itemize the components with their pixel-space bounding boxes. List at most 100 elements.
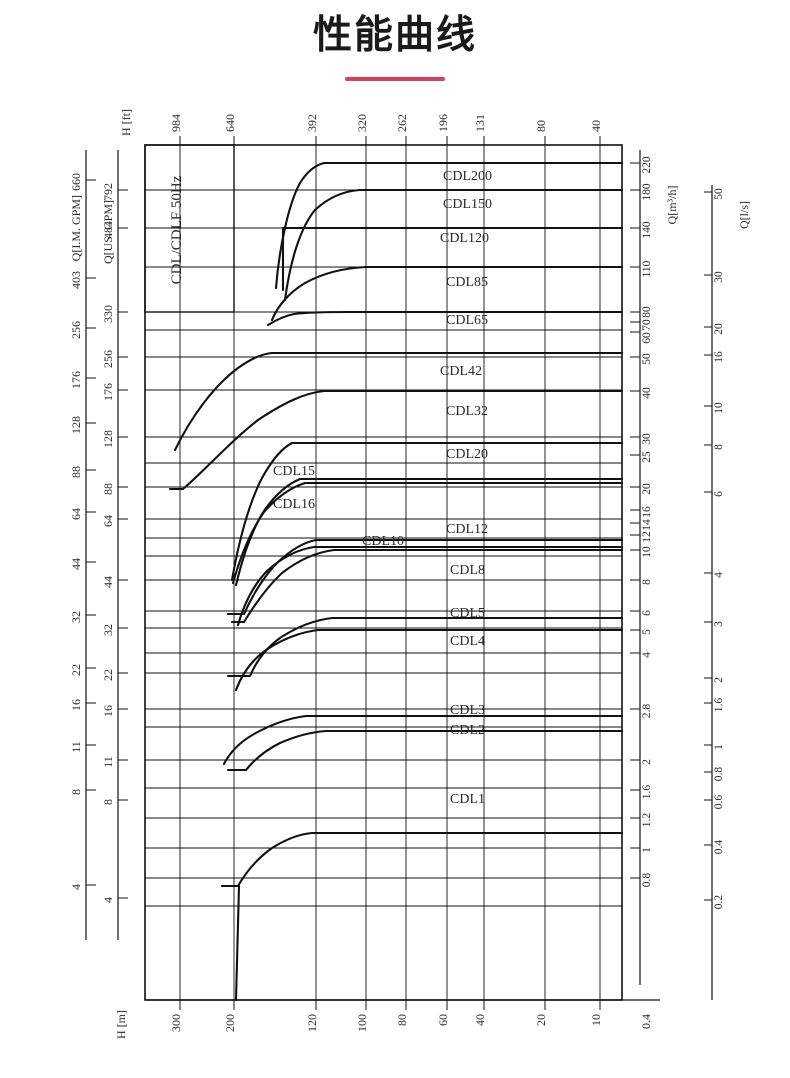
axis-right-m3h-tick: 2 <box>641 759 653 765</box>
horizontal-gridlines <box>145 189 622 907</box>
axis-right-ls-tick: 4 <box>713 572 725 578</box>
axis-left-us-gpm-tick: 32 <box>101 624 115 636</box>
axis-top-tick: 196 <box>436 114 450 132</box>
axis-right-ls-tick: 2 <box>713 677 725 683</box>
axis-left-us-gpm-label: Q[US. GPM] <box>101 200 115 264</box>
axis-right-m3h-tick: 220 <box>641 156 653 174</box>
axis-right-m3h-tick: 50 <box>641 353 653 365</box>
curve-cdl20 <box>230 441 624 582</box>
axis-top-h-ft: H [ft] 984 640 392 320 262 196 131 80 40 <box>119 109 603 145</box>
curve-label-cdl16: CDL16 <box>273 497 315 512</box>
axis-right-m3h-tick: 16 <box>641 506 653 518</box>
axis-right-m3h-tick: 70 <box>641 319 653 331</box>
curve-label-cdl85: CDL85 <box>446 275 488 290</box>
curve-labels: CDL200 CDL150 CDL120 CDL85 CDL65 CDL42 C… <box>273 169 492 807</box>
curve-label-cdl42: CDL42 <box>440 364 482 379</box>
axis-bottom-tick: 100 <box>355 1014 369 1032</box>
curve-label-cdl150: CDL150 <box>443 197 492 212</box>
curve-label-cdl3: CDL3 <box>450 703 485 718</box>
curve-label-cdl1: CDL1 <box>450 792 485 807</box>
axis-left-im-gpm-tick: 403 <box>69 271 83 289</box>
axis-right-m3h-tick: 4 <box>641 652 653 658</box>
axis-left-im-gpm: Q[I.M. GPM] 660 403 256 176 128 88 64 44… <box>69 150 96 940</box>
legend-box: CDL/CDLF 50Hz <box>144 144 235 313</box>
curve-cdl16 <box>231 481 624 585</box>
axis-top-tick: 640 <box>223 114 237 132</box>
curve-label-cdl65: CDL65 <box>446 313 488 328</box>
axis-bottom-tick: 120 <box>305 1014 319 1032</box>
curve-label-cdl200: CDL200 <box>443 169 492 184</box>
curve-label-cdl120: CDL120 <box>440 231 489 246</box>
axis-right-ls-tick: 50 <box>713 188 725 200</box>
axis-left-us-gpm-tick: 88 <box>101 483 115 495</box>
axis-left-us-gpm: Q[US. GPM] 792 484 330 256 176 128 88 64… <box>101 150 128 940</box>
axis-top-tick: 320 <box>355 114 369 132</box>
axis-right-ls-tick: 8 <box>713 444 725 450</box>
axis-right-m3h-tick: 1.2 <box>641 813 653 828</box>
axis-left-us-gpm-tick: 484 <box>101 221 115 239</box>
curve-label-cdl15: CDL15 <box>273 464 315 479</box>
axis-left-im-gpm-tick: 11 <box>69 741 83 753</box>
axis-top-tick: 984 <box>169 114 183 132</box>
axis-left-im-gpm-tick: 176 <box>69 371 83 389</box>
curve-label-cdl12: CDL12 <box>446 522 488 537</box>
axis-right-m3h-tick: 180 <box>641 183 653 201</box>
axis-top-tick: 80 <box>534 120 548 132</box>
axis-right-m3h-tick: 110 <box>641 260 653 277</box>
curve-cdl8 <box>230 548 624 624</box>
axis-right-ls-tick: 30 <box>713 271 725 283</box>
axis-left-im-gpm-tick: 660 <box>69 173 83 191</box>
axis-right-m3h-tick: 0.8 <box>641 873 653 888</box>
axis-left-us-gpm-tick: 22 <box>101 669 115 681</box>
axis-right-m3h-tick: 60 <box>641 332 653 344</box>
axis-right-ls-tick: 0.2 <box>713 895 725 910</box>
axis-right-m3h-tick: 12 <box>641 531 653 543</box>
axis-left-im-gpm-tick: 4 <box>69 884 83 890</box>
axis-right-ls-tick: 0.6 <box>713 795 725 810</box>
axis-right-m3h-tick: 1 <box>641 847 653 853</box>
axis-right-m3h-label: Q[m³/h] <box>665 186 679 225</box>
axis-right-m3h-tick: 80 <box>641 306 653 318</box>
axis-right-ls-tick: 1.6 <box>713 698 725 713</box>
axis-right-ls-tick: 0.4 <box>713 840 725 855</box>
axis-top-tick: 392 <box>305 114 319 132</box>
page-title: 性能曲线 <box>312 14 477 57</box>
axis-right-ls: Q[l/s] 50 30 20 16 10 8 6 4 3 2 1.6 1 0.… <box>704 185 751 1000</box>
axis-left-im-gpm-tick: 88 <box>69 466 83 478</box>
axis-left-us-gpm-tick: 44 <box>101 576 115 588</box>
axis-right-ls-tick: 10 <box>713 402 725 414</box>
curve-label-cdl2: CDL2 <box>450 723 485 738</box>
axis-left-im-gpm-label: Q[I.M. GPM] <box>69 195 83 261</box>
axis-bottom-h-m: H [m] 300 200 120 100 80 60 40 20 10 0.4 <box>114 999 660 1039</box>
vertical-gridlines <box>179 145 601 1000</box>
axis-right-m3h-tick: 25 <box>641 451 653 463</box>
curve-label-cdl8: CDL8 <box>450 563 485 578</box>
axis-left-im-gpm-tick: 16 <box>69 699 83 711</box>
axis-bottom-label: H [m] <box>114 1010 128 1039</box>
curve-cdl2 <box>226 729 624 772</box>
curves <box>168 161 624 1002</box>
axis-bottom-extra-tick: 0.4 <box>639 1014 653 1029</box>
curve-cdl85 <box>270 265 624 322</box>
curve-label-cdl20: CDL20 <box>446 447 488 462</box>
curve-cdl150 <box>283 188 624 302</box>
axis-left-us-gpm-tick: 792 <box>101 183 115 201</box>
legend-box-label: CDL/CDLF 50Hz <box>169 175 185 284</box>
axis-top-tick: 262 <box>395 114 409 132</box>
axis-left-im-gpm-tick: 64 <box>69 508 83 520</box>
title-block: 性能曲线 <box>0 0 790 81</box>
axis-right-ls-tick: 20 <box>713 323 725 335</box>
axis-left-us-gpm-tick: 64 <box>101 515 115 527</box>
axis-right-ls-label: Q[l/s] <box>737 201 751 229</box>
axis-left-im-gpm-tick: 44 <box>69 558 83 570</box>
curve-label-cdl5: CDL5 <box>450 606 485 621</box>
axis-left-us-gpm-tick: 8 <box>101 799 115 805</box>
axis-bottom-tick: 60 <box>436 1014 450 1026</box>
axis-left-us-gpm-tick: 330 <box>101 305 115 323</box>
axis-right-m3h-tick: 40 <box>641 387 653 399</box>
axis-left-im-gpm-tick: 8 <box>69 789 83 795</box>
axis-bottom-tick: 20 <box>534 1014 548 1026</box>
title-underline-rule <box>345 76 445 81</box>
axis-bottom-tick: 80 <box>395 1014 409 1026</box>
